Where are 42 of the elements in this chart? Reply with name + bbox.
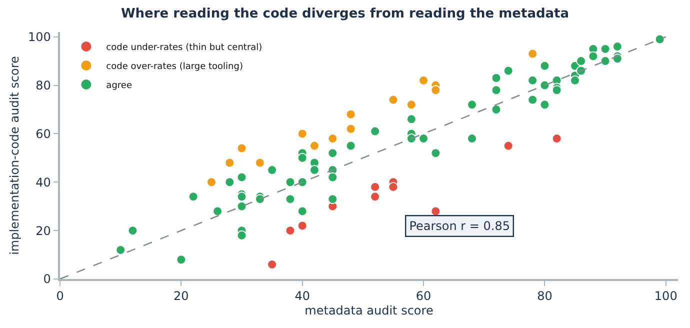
y-tick-label: 100 — [28, 30, 51, 44]
legend-label: agree — [106, 81, 132, 92]
x-tick-label: 60 — [416, 289, 432, 304]
y-tick-label: 80 — [36, 78, 51, 92]
point — [297, 220, 308, 231]
point — [528, 48, 538, 59]
point — [285, 226, 296, 236]
y-tick-label: 60 — [36, 126, 51, 141]
point — [418, 75, 429, 86]
point — [430, 206, 441, 216]
chart-title: Where reading the code diverges from reading the metadata — [120, 6, 570, 22]
point — [552, 134, 562, 144]
annotation: Pearson r = 0.85 — [409, 219, 510, 234]
point — [430, 85, 441, 96]
point — [406, 100, 416, 110]
y-tick-label: 20 — [36, 224, 51, 238]
x-tick-label: 100 — [654, 289, 678, 304]
x-tick-label: 40 — [294, 289, 310, 304]
point — [346, 124, 356, 134]
y-tick-label: 40 — [36, 175, 51, 190]
point — [370, 182, 380, 192]
point — [328, 134, 338, 144]
point — [388, 182, 398, 192]
x-tick-label: 0 — [56, 289, 64, 304]
point — [267, 259, 278, 270]
point — [388, 94, 398, 105]
point — [346, 109, 356, 120]
y-axis-title: implementation-code audit score — [8, 56, 22, 255]
point — [224, 158, 235, 168]
point — [236, 143, 247, 154]
legend-label: code over-rates (large tooling) — [106, 62, 243, 72]
x-tick-label: 20 — [174, 289, 189, 304]
x-axis-title: metadata audit score — [304, 304, 434, 318]
point — [297, 128, 308, 139]
point — [503, 140, 514, 151]
x-tick-label: 80 — [537, 289, 552, 304]
point — [206, 177, 216, 188]
point — [309, 140, 320, 151]
point — [370, 192, 380, 202]
legend-label: code under-rates (thin but central) — [106, 43, 262, 54]
y-tick-label: 0 — [43, 272, 51, 286]
point — [254, 158, 265, 168]
